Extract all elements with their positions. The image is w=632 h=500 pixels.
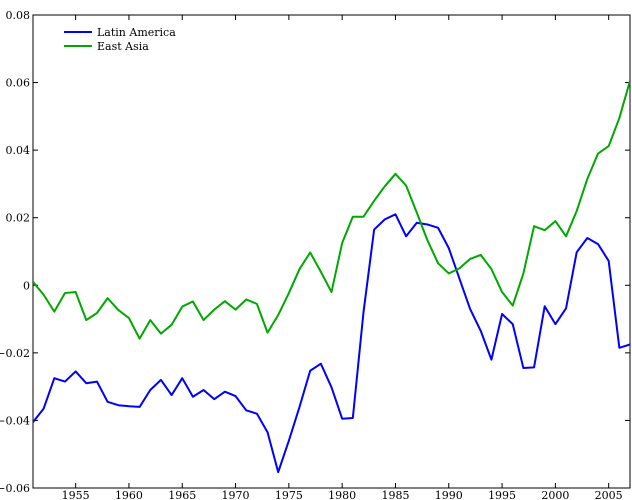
series-line-latin-america — [33, 213, 630, 474]
x-tick-label: 1980 — [328, 489, 356, 500]
series-lines — [33, 80, 630, 474]
x-tick-label: 2005 — [595, 489, 623, 500]
y-tick-label: −0.02 — [0, 347, 30, 360]
x-tick-label: 1955 — [62, 489, 90, 500]
series-line-east-asia — [33, 80, 630, 340]
x-tick-label: 1975 — [275, 489, 303, 500]
plot-frame — [32, 14, 631, 489]
x-tick-label: 1995 — [488, 489, 516, 500]
y-tick-label: −0.04 — [0, 414, 30, 427]
y-tick-label: 0.02 — [6, 212, 31, 225]
legend-label: Latin America — [97, 26, 176, 39]
x-tick-label: 1965 — [168, 489, 196, 500]
x-tick-label: 1990 — [435, 489, 463, 500]
x-tick-label: 1960 — [115, 489, 143, 500]
y-tick-labels: −0.06 −0.04 −0.02 0 0.02 0.04 0.06 0.08 — [0, 9, 30, 495]
y-tick-label: −0.06 — [0, 482, 30, 495]
y-tick-label: 0 — [23, 279, 30, 292]
tick-marks — [33, 14, 630, 489]
x-tick-label: 1970 — [222, 489, 250, 500]
x-tick-label: 2000 — [541, 489, 569, 500]
y-tick-label: 0.08 — [6, 9, 31, 22]
x-tick-label: 1985 — [381, 489, 409, 500]
y-tick-label: 0.04 — [6, 144, 31, 157]
y-tick-label: 0.06 — [6, 77, 31, 90]
legend-label: East Asia — [97, 40, 149, 53]
x-tick-labels: 1955 1960 1965 1970 1975 1980 1985 1990 1995 2000… — [62, 489, 623, 500]
